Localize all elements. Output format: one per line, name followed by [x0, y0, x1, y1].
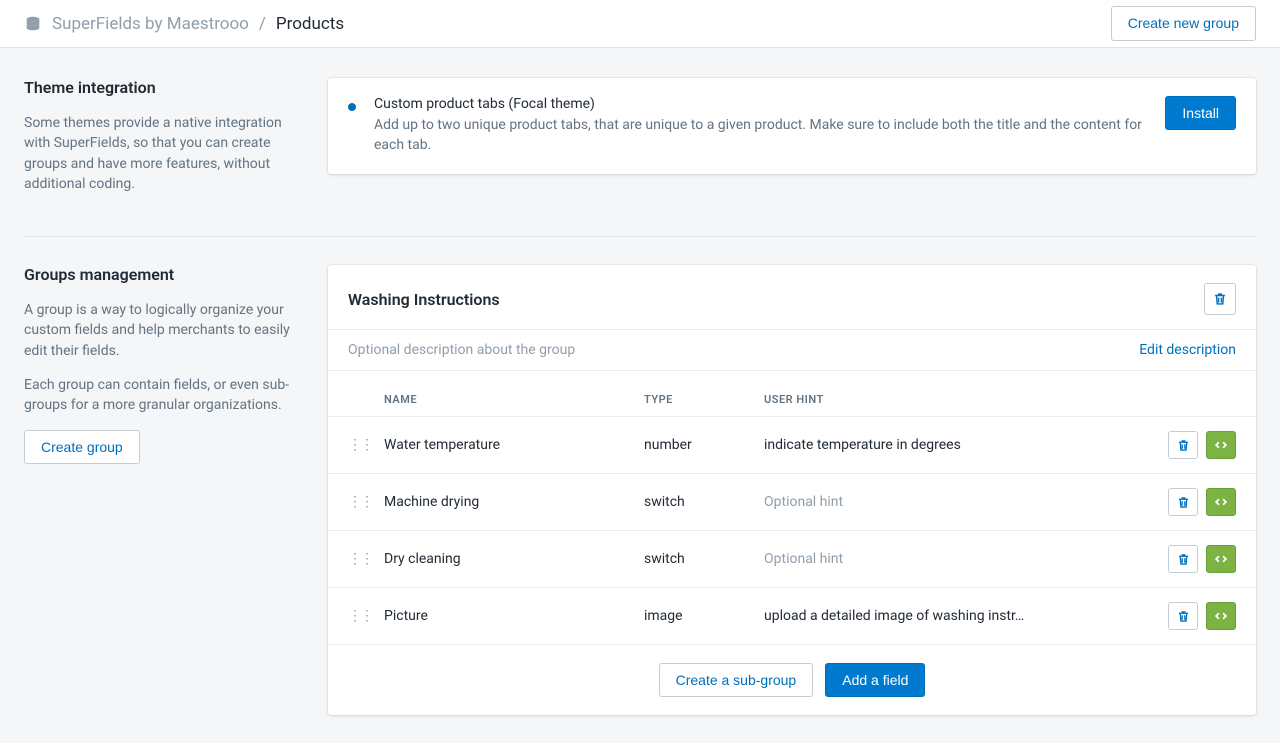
drag-handle-icon[interactable]: ⋮⋮	[348, 551, 384, 567]
group-title: Washing Instructions	[348, 290, 500, 309]
delete-field-button[interactable]	[1168, 431, 1198, 459]
banner-action: Install	[1165, 96, 1236, 130]
field-hint: upload a detailed image of washing instr…	[764, 608, 1146, 624]
col-hint: User hint	[764, 393, 1146, 406]
page-body: Theme integration Some themes provide a …	[0, 48, 1280, 743]
section-main: Custom product tabs (Focal theme) Add up…	[328, 78, 1256, 208]
col-type: Type	[644, 393, 764, 406]
field-name: Dry cleaning	[384, 551, 644, 567]
section-main: Washing Instructions Optional descriptio…	[328, 265, 1256, 715]
group-header: Washing Instructions	[328, 265, 1256, 329]
code-icon	[1214, 438, 1228, 452]
group-card: Washing Instructions Optional descriptio…	[328, 265, 1256, 715]
create-group-button[interactable]: Create group	[24, 430, 140, 464]
breadcrumb: SuperFields by Maestrooo / Products	[24, 14, 344, 34]
section-sidebar: Theme integration Some themes provide a …	[24, 78, 304, 208]
group-description-bar: Optional description about the group Edi…	[328, 329, 1256, 371]
delete-field-button[interactable]	[1168, 545, 1198, 573]
delete-group-button[interactable]	[1204, 283, 1236, 315]
theme-integration-section: Theme integration Some themes provide a …	[24, 78, 1256, 236]
banner-description: Add up to two unique product tabs, that …	[374, 115, 1147, 156]
section-title: Theme integration	[24, 78, 304, 97]
edit-description-link[interactable]: Edit description	[1139, 342, 1236, 358]
banner-body: Custom product tabs (Focal theme) Add up…	[374, 96, 1147, 156]
row-actions	[1146, 488, 1236, 516]
table-header: Name Type User hint	[328, 371, 1256, 416]
table-row: ⋮⋮Water temperaturenumberindicate temper…	[328, 416, 1256, 473]
group-footer: Create a sub-group Add a field	[328, 644, 1256, 715]
code-field-button[interactable]	[1206, 602, 1236, 630]
delete-field-button[interactable]	[1168, 488, 1198, 516]
field-hint: Optional hint	[764, 494, 1146, 510]
trash-icon	[1177, 553, 1190, 566]
fields-table: Name Type User hint ⋮⋮Water temperaturen…	[328, 371, 1256, 644]
row-actions	[1146, 431, 1236, 459]
col-name: Name	[384, 393, 644, 406]
code-field-button[interactable]	[1206, 545, 1236, 573]
group-description-placeholder: Optional description about the group	[348, 342, 575, 358]
field-type: switch	[644, 551, 764, 567]
trash-icon	[1177, 496, 1190, 509]
breadcrumb-current: Products	[276, 14, 344, 34]
create-new-group-button[interactable]: Create new group	[1111, 6, 1256, 40]
section-title: Groups management	[24, 265, 304, 284]
trash-icon	[1177, 610, 1190, 623]
field-hint: Optional hint	[764, 551, 1146, 567]
theme-banner: Custom product tabs (Focal theme) Add up…	[328, 78, 1256, 174]
banner-title: Custom product tabs (Focal theme)	[374, 96, 1147, 112]
section-description: Some themes provide a native integration…	[24, 113, 304, 194]
code-field-button[interactable]	[1206, 488, 1236, 516]
create-sub-group-button[interactable]: Create a sub-group	[659, 663, 814, 697]
drag-handle-icon[interactable]: ⋮⋮	[348, 437, 384, 453]
row-actions	[1146, 545, 1236, 573]
section-description: A group is a way to logically organize y…	[24, 300, 304, 361]
database-icon	[24, 15, 42, 33]
groups-management-section: Groups management A group is a way to lo…	[24, 236, 1256, 743]
topbar: SuperFields by Maestrooo / Products Crea…	[0, 0, 1280, 48]
table-row: ⋮⋮Pictureimageupload a detailed image of…	[328, 587, 1256, 644]
status-dot-icon	[348, 103, 356, 111]
field-type: number	[644, 437, 764, 453]
field-hint: indicate temperature in degrees	[764, 437, 1146, 453]
table-row: ⋮⋮Dry cleaningswitchOptional hint	[328, 530, 1256, 587]
drag-handle-icon[interactable]: ⋮⋮	[348, 608, 384, 624]
field-name: Machine drying	[384, 494, 644, 510]
breadcrumb-separator: /	[259, 14, 266, 34]
section-description: Each group can contain fields, or even s…	[24, 375, 304, 416]
code-field-button[interactable]	[1206, 431, 1236, 459]
add-field-button[interactable]: Add a field	[825, 663, 925, 697]
breadcrumb-app[interactable]: SuperFields by Maestrooo	[52, 14, 249, 34]
table-row: ⋮⋮Machine dryingswitchOptional hint	[328, 473, 1256, 530]
field-type: switch	[644, 494, 764, 510]
row-actions	[1146, 602, 1236, 630]
code-icon	[1214, 609, 1228, 623]
install-button[interactable]: Install	[1165, 96, 1236, 130]
code-icon	[1214, 552, 1228, 566]
delete-field-button[interactable]	[1168, 602, 1198, 630]
trash-icon	[1177, 439, 1190, 452]
field-name: Water temperature	[384, 437, 644, 453]
section-sidebar: Groups management A group is a way to lo…	[24, 265, 304, 715]
drag-handle-icon[interactable]: ⋮⋮	[348, 494, 384, 510]
code-icon	[1214, 495, 1228, 509]
field-type: image	[644, 608, 764, 624]
trash-icon	[1213, 292, 1227, 306]
field-name: Picture	[384, 608, 644, 624]
